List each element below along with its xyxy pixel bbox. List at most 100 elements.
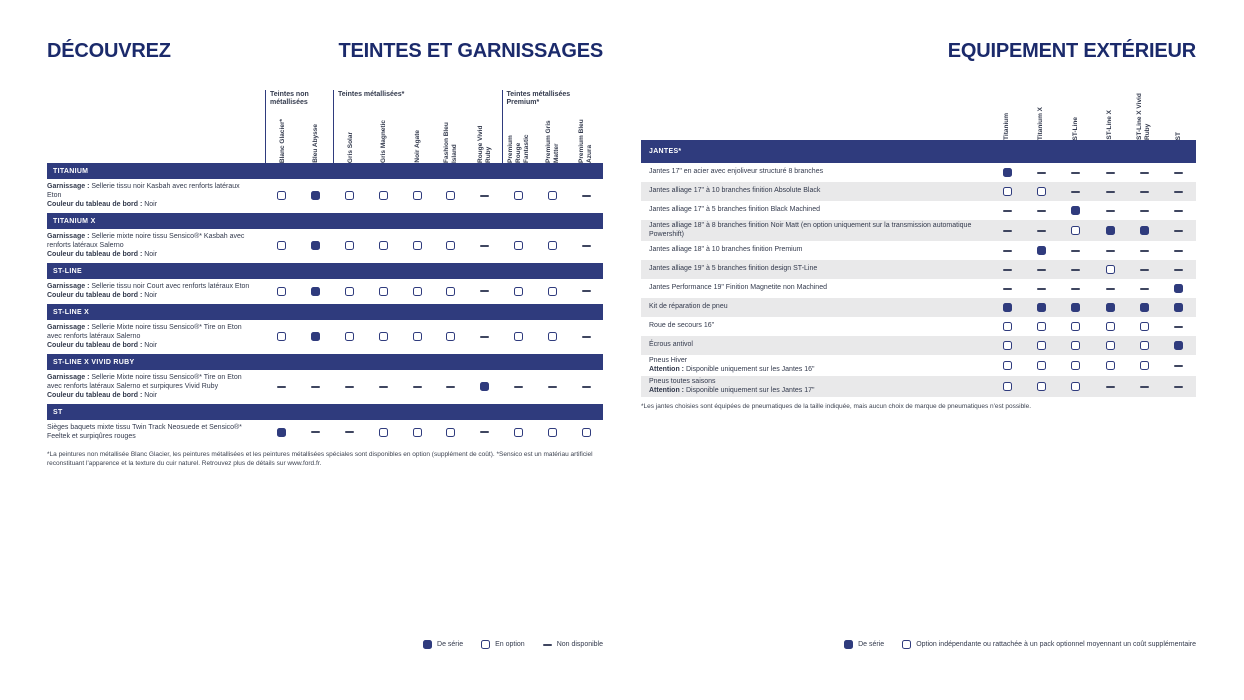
availability-cell: [1162, 385, 1196, 388]
wheel-row: Jantes alliage 19" à 5 branches finition…: [641, 260, 1196, 279]
colour-column-labels: Gris Solar Gris Magnetic Noir Agate Fashion…: [334, 108, 502, 163]
non-disponible-marker: [1174, 268, 1184, 271]
availability-cells: [265, 373, 603, 400]
non-disponible-marker: [1139, 190, 1149, 193]
trim-row: Garnissage : Sellerie Mixte noire tissu …: [47, 370, 603, 404]
availability-cell: [299, 191, 333, 200]
de-serie-marker: [311, 241, 321, 250]
availability-cell: [468, 382, 502, 391]
trim-column: Titanium: [990, 65, 1024, 140]
availability-cell: [400, 286, 434, 296]
en-option-marker: [481, 640, 491, 649]
trim-row-label: Garnissage : Sellerie tissu noir Kasbah …: [47, 183, 240, 208]
en-option-marker: [412, 241, 422, 250]
non-disponible-marker: [1174, 171, 1184, 174]
availability-cell: [1093, 249, 1127, 252]
legend-item: Non disponible: [542, 641, 603, 648]
availability-cell: [400, 191, 434, 200]
colour-column-label: Gris Solar: [346, 131, 354, 163]
wheel-row-label: Jantes alliage 18" à 8 branches finition…: [649, 222, 972, 238]
availability-cell: [1162, 209, 1196, 212]
de-serie-marker: [1036, 246, 1046, 255]
availability-cell: [434, 191, 468, 200]
en-option-marker: [513, 286, 523, 296]
availability-cell: [1059, 322, 1093, 331]
non-disponible-marker: [1105, 171, 1115, 174]
availability-cell: [569, 427, 603, 437]
non-disponible-marker: [581, 194, 591, 197]
wheel-row-label: Jantes 17" en acier avec enjoliveur stru…: [649, 168, 824, 176]
availability-cell: [535, 385, 569, 388]
non-disponible-marker: [412, 385, 422, 388]
colour-column-label: Fashion Bleu Island: [443, 122, 459, 163]
en-option-marker: [378, 191, 388, 200]
non-disponible-marker: [513, 385, 523, 388]
availability-cells: [990, 319, 1196, 334]
en-option-marker: [1071, 226, 1081, 235]
colour-group-label: Teintes non métallisées: [270, 91, 309, 106]
en-option-marker: [1036, 322, 1046, 331]
availability-cell: [569, 290, 603, 292]
non-disponible-marker: [1139, 385, 1149, 388]
en-option-marker: [1002, 341, 1012, 350]
en-option-marker: [547, 241, 557, 250]
en-option-marker: [513, 427, 523, 437]
non-disponible-marker: [1002, 229, 1012, 232]
availability-cell: [1162, 303, 1196, 312]
en-option-marker: [1002, 187, 1012, 196]
availability-cell: [1024, 187, 1058, 196]
availability-cell: [1093, 385, 1127, 388]
colour-groups: Teintes non métallisées Blanc Glacier* Ble…: [265, 90, 603, 163]
en-option-marker: [1139, 322, 1149, 331]
availability-cell: [990, 229, 1024, 232]
de-serie-marker: [1105, 303, 1115, 312]
availability-cell: [265, 427, 299, 437]
availability-cell: [1059, 303, 1093, 312]
non-disponible-marker: [1139, 268, 1149, 271]
availability-cell: [990, 209, 1024, 212]
availability-cell: [1093, 287, 1127, 290]
availability-cells: [990, 281, 1196, 296]
en-option-marker: [344, 286, 354, 296]
availability-cell: [1093, 209, 1127, 212]
trim-column-label: Titanium X: [1037, 106, 1045, 140]
availability-cell: [1024, 322, 1058, 331]
availability-cell: [1059, 361, 1093, 370]
non-disponible-marker: [1002, 287, 1012, 290]
wheel-row: Jantes alliage 17" à 10 branches finitio…: [641, 182, 1196, 201]
availability-cell: [400, 427, 434, 437]
colours-trims-table: Teintes non métallisées Blanc Glacier* Ble…: [47, 90, 603, 468]
de-serie-marker: [1002, 303, 1012, 312]
colour-column-label: Rouge Vivid Ruby: [476, 125, 492, 163]
en-option-marker: [378, 241, 388, 250]
en-option-marker: [378, 332, 388, 341]
colour-column-labels: Premium Rouge Fantastic Premium Gris Matt…: [503, 108, 604, 163]
en-option-marker: [344, 241, 354, 250]
wheel-row: Jantes alliage 18" à 10 branches finitio…: [641, 241, 1196, 260]
availability-cell: [333, 431, 367, 433]
de-serie-marker: [480, 382, 490, 391]
trim-row-label-bold: Garnissage :: [47, 233, 90, 240]
trim-section-header: ST-LINE X VIVID RUBY: [47, 354, 603, 370]
en-option-marker: [412, 427, 422, 437]
de-serie-marker: [1174, 284, 1184, 293]
availability-cells: [265, 323, 603, 350]
availability-cell: [569, 244, 603, 247]
colour-group-label: Teintes métallisées Premium*: [506, 91, 571, 106]
availability-cell: [299, 431, 333, 433]
wheel-row: Jantes Performance 19" Finition Magnetit…: [641, 279, 1196, 298]
exterior-equipment-title: EQUIPEMENT EXTÉRIEUR: [947, 40, 1196, 62]
wheels-section-header: JANTES*: [641, 140, 1196, 163]
availability-cell: [1024, 209, 1058, 212]
availability-cell: [333, 241, 367, 250]
en-option-marker: [547, 191, 557, 200]
colour-group: Teintes métallisées Premium* Premium Roug…: [501, 90, 604, 163]
en-option-marker: [277, 286, 287, 296]
trim-row-label: Garnissage : Sellerie Mixte noire tissu …: [47, 374, 242, 399]
colour-column: Premium Rouge Fantastic: [503, 108, 537, 163]
availability-cell: [299, 332, 333, 341]
en-option-marker: [446, 241, 456, 250]
availability-cell: [333, 286, 367, 296]
en-option-marker: [1105, 341, 1115, 350]
non-disponible-marker: [277, 385, 287, 388]
